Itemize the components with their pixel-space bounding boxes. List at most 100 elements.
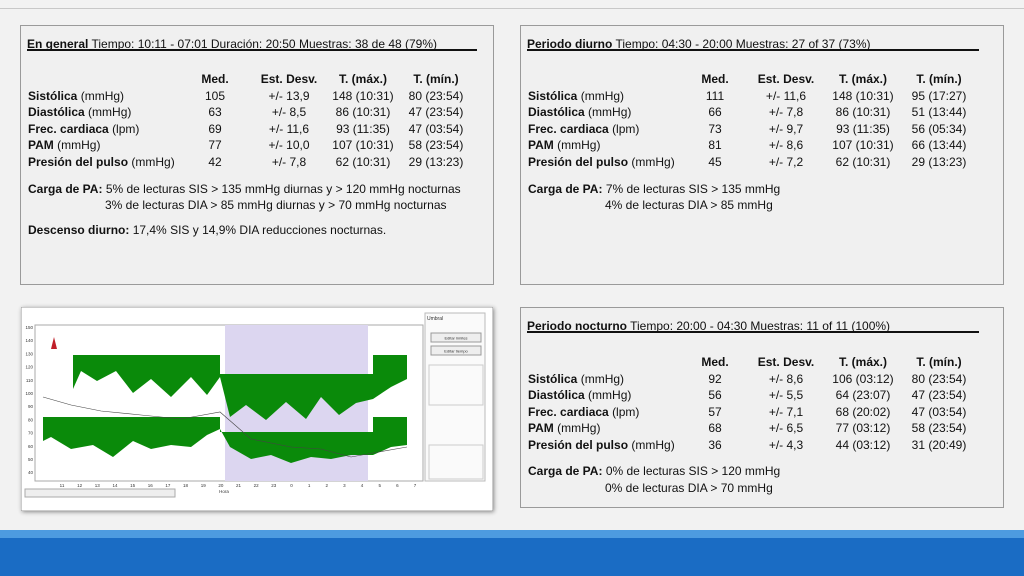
text: Periodo nocturno	[527, 319, 627, 333]
text: Tiempo: 20:00 - 04:30 Muestras: 11 of 11…	[630, 319, 891, 333]
cell: 58 (23:54)	[408, 138, 464, 153]
cell: 42	[208, 155, 222, 169]
row-label: Sistólica (mmHg)	[528, 372, 624, 386]
hr-line	[42, 396, 408, 458]
cell: 86 (10:31)	[835, 105, 891, 120]
cell: 63	[208, 105, 222, 120]
cell: +/- 5,5	[768, 388, 804, 403]
button[interactable]	[430, 345, 482, 356]
cell: 31 (20:49)	[911, 438, 967, 452]
thumb-text: Umbral	[427, 316, 443, 322]
row-label: Sistólica (mmHg)	[28, 89, 124, 103]
column-header: Est. Desv.	[757, 72, 815, 86]
cell: 95 (17:27)	[911, 88, 967, 103]
thumb-text: 150	[25, 325, 33, 330]
text: (mmHg)	[131, 155, 175, 169]
legend-box	[428, 444, 484, 480]
thumb-text: 2	[325, 483, 328, 488]
text: (mmHg)	[557, 421, 601, 436]
thumb-text: 11	[60, 483, 65, 488]
panel-header: En general Tiempo: 10:11 - 07:01 Duració…	[27, 37, 437, 51]
row-label: Presión del pulso (mmHg)	[528, 438, 675, 452]
text: Sistólica	[528, 371, 578, 386]
cell: 56 (05:34)	[911, 121, 967, 136]
text: 0% de lecturas SIS > 120 mmHg	[605, 464, 781, 478]
cell: 47 (03:54)	[911, 404, 967, 419]
thumb-text: 22	[254, 483, 260, 488]
row-label: PAM (mmHg)	[528, 421, 600, 435]
cell: 77 (03:12)	[835, 421, 891, 436]
text: Frec. cardiaca	[528, 404, 609, 419]
thumb-text: Editar límites	[444, 336, 467, 341]
thumb-text: Editar tiempo	[444, 349, 468, 354]
cell: 44 (03:12)	[835, 438, 891, 452]
thumb-text: 15	[130, 483, 136, 488]
text: 17,4% SIS y 14,9% DIA reducciones noctur…	[132, 223, 387, 237]
cell: 80 (23:54)	[408, 88, 464, 103]
thumb-text: 19	[201, 483, 207, 488]
cell: +/- 9,7	[768, 121, 804, 136]
cell: +/- 8,6	[768, 371, 804, 386]
thumb-text: 100	[25, 391, 33, 396]
text: Sistólica	[528, 88, 578, 103]
thumb-text: 40	[28, 470, 34, 475]
text: Tiempo: 10:11 - 07:01 Duración: 20:50 Mu…	[91, 37, 438, 51]
note: 0% de lecturas DIA > 70 mmHg	[605, 481, 773, 495]
cell: 93 (11:35)	[836, 121, 890, 136]
thumb-text: 140	[25, 338, 33, 343]
note: 3% de lecturas DIA > 85 mmHg diurnas y >…	[105, 198, 447, 212]
row-label: Presión del pulso (mmHg)	[28, 155, 175, 169]
thumb-text: 12	[77, 483, 83, 488]
cell: 105	[204, 88, 226, 103]
thumb-text: 14	[112, 483, 118, 488]
text: (mmHg)	[580, 371, 625, 386]
row-label: Diastólica (mmHg)	[28, 105, 131, 119]
thumb-text: 3	[343, 483, 346, 488]
cell: 106 (03:12)	[832, 371, 894, 386]
cell: 69	[208, 121, 222, 136]
cell: 68	[708, 421, 722, 436]
cell: +/- 7,2	[768, 155, 804, 169]
cell: 29 (13:23)	[408, 155, 464, 169]
lower-band	[43, 417, 407, 463]
cell: +/- 4,3	[768, 438, 804, 452]
thumb-text: 1	[308, 483, 311, 488]
cell: 57	[708, 404, 722, 419]
red-spike	[51, 337, 57, 349]
cell: 45	[708, 155, 722, 169]
text: 4% de lecturas DIA > 85 mmHg	[605, 198, 773, 212]
cell: +/- 8,6	[768, 138, 804, 153]
thumb-text: 90	[28, 404, 34, 409]
text: Presión del pulso	[528, 438, 629, 452]
cell: 148 (10:31)	[832, 88, 894, 103]
cell: 93 (11:35)	[336, 121, 390, 136]
text: Presión del pulso	[528, 155, 629, 169]
column-header: Est. Desv.	[757, 355, 815, 369]
cell: 66	[708, 105, 722, 120]
thumb-text: 4	[361, 483, 364, 488]
button[interactable]	[430, 332, 482, 343]
thumb-text: 70	[28, 431, 34, 436]
row-label: Sistólica (mmHg)	[528, 89, 624, 103]
note: Carga de PA: 5% de lecturas SIS > 135 mm…	[28, 182, 461, 196]
thumb-text: Hora	[219, 489, 229, 494]
header-rule	[527, 49, 979, 51]
thumb-text: 13	[95, 483, 101, 488]
row-label: Presión del pulso (mmHg)	[528, 155, 675, 169]
thumb-text: 6	[396, 483, 399, 488]
column-header: T. (máx.)	[338, 72, 388, 86]
panel-header: Periodo nocturno Tiempo: 20:00 - 04:30 M…	[527, 319, 890, 333]
text: (lpm)	[112, 121, 140, 136]
text: Descenso diurno:	[28, 223, 130, 237]
cell: +/- 11,6	[765, 88, 807, 103]
row-label: Frec. cardiaca (lpm)	[528, 405, 639, 419]
column-header: T. (máx.)	[838, 355, 888, 369]
text: Sistólica	[28, 88, 78, 103]
cell: 29 (13:23)	[911, 155, 967, 169]
text: Carga de PA:	[528, 182, 603, 196]
cell: 47 (23:54)	[408, 105, 464, 120]
cell: 66 (13:44)	[911, 138, 967, 153]
header-rule	[527, 331, 979, 333]
